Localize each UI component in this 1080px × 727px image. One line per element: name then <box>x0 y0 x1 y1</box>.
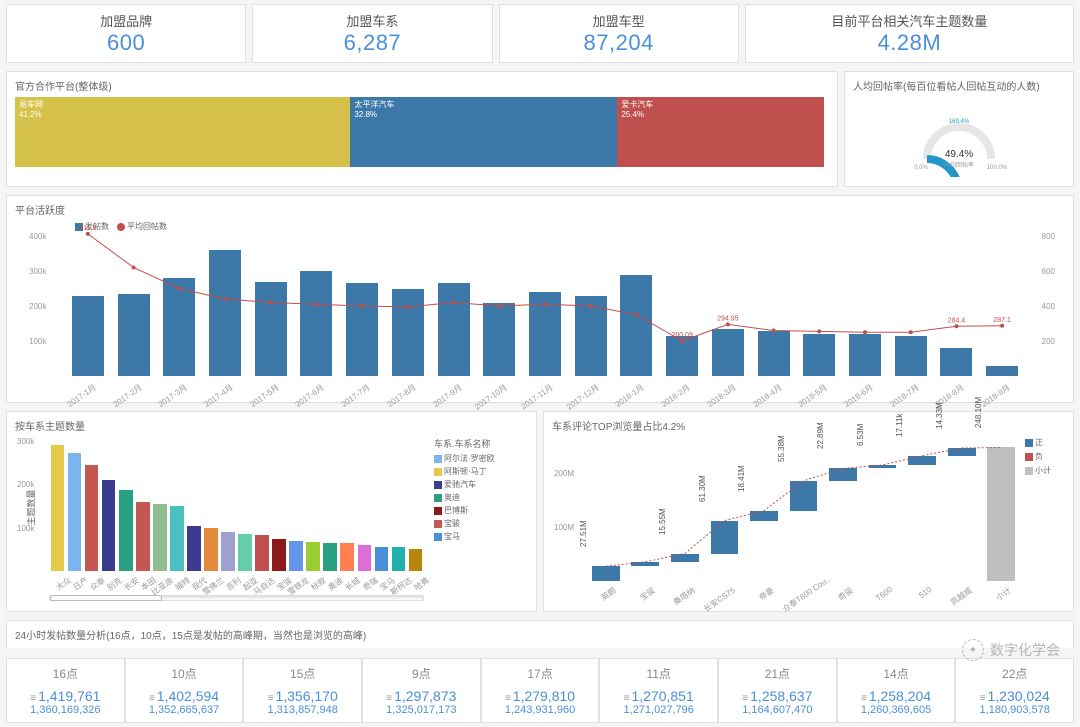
legend-item[interactable]: 奥迪 <box>434 492 528 503</box>
kpi-value: 87,204 <box>508 30 730 56</box>
legend-item[interactable]: 正 <box>1025 437 1065 448</box>
partners-stacked-bar[interactable]: 易车网41.2%太平洋汽车32.8%爱卡汽车25.4% <box>15 97 829 167</box>
list-icon: ≡ <box>386 693 392 704</box>
list-icon: ≡ <box>30 693 36 704</box>
byseries-legend: 车系.车系名称 阿尔法·罗密欧阿斯顿·马丁爱驰汽车奥迪巴博斯宝骏宝马 <box>428 437 528 601</box>
svg-text:49.4%: 49.4% <box>945 149 973 160</box>
svg-text:169.4%: 169.4% <box>949 119 970 125</box>
kpi-topics: 目前平台相关汽车主题数量 4.28M <box>745 4 1074 63</box>
legend-item[interactable]: 阿斯顿·马丁 <box>434 466 528 477</box>
legend-item[interactable]: 负 <box>1025 451 1065 462</box>
list-icon: ≡ <box>742 693 748 704</box>
activity-chart[interactable]: 100k200k300k400k2004006008002017-1月2017-… <box>65 236 1025 376</box>
panel-title: 人均回帖率(每百位看帖人回帖互动的人数) <box>853 78 1065 93</box>
svg-text:294.95: 294.95 <box>717 315 739 322</box>
scroll-thumb[interactable] <box>50 595 162 601</box>
partner-segment[interactable]: 易车网41.2% <box>15 97 350 167</box>
legend-item[interactable]: 爱驰汽车 <box>434 479 528 490</box>
list-icon: ≡ <box>268 693 274 704</box>
svg-text:200.09: 200.09 <box>671 332 693 339</box>
kpi-value: 600 <box>15 30 237 56</box>
list-icon: ≡ <box>861 693 867 704</box>
legend-item[interactable]: 宝骏 <box>434 518 528 529</box>
svg-text:人均回帖率: 人均回帖率 <box>944 161 974 169</box>
byseries-panel: 按车系主题数量 主题数量 100k200k300k大众日产众泰别克长安本田比亚迪… <box>6 411 537 612</box>
waterfall-chart[interactable]: 100M200M27.51M英朗宝骏15.55M桑塔纳61.30M长安CS751… <box>586 441 1021 581</box>
legend-item[interactable]: 巴博斯 <box>434 505 528 516</box>
panel-title: 平台活跃度 <box>15 202 1065 217</box>
kpi-label: 加盟品牌 <box>15 11 237 30</box>
y-axis-label: 主题数量 <box>25 489 38 525</box>
watermark: ✦ 数字化学会 <box>962 639 1060 661</box>
kpi-value: 4.28M <box>754 30 1065 56</box>
watermark-icon: ✦ <box>962 639 984 661</box>
list-icon: ≡ <box>624 693 630 704</box>
partner-segment[interactable]: 太平洋汽车32.8% <box>350 97 617 167</box>
legend-item[interactable]: 小计 <box>1025 465 1065 476</box>
kpi-row: 加盟品牌 600 加盟车系 6,287 加盟车型 87,204 目前平台相关汽车… <box>0 0 1080 67</box>
svg-text:287.1: 287.1 <box>993 317 1011 324</box>
list-icon: ≡ <box>149 693 155 704</box>
kpi-series: 加盟车系 6,287 <box>252 4 492 63</box>
panel-title: 官方合作平台(整体级) <box>15 78 829 93</box>
hourly-title: 24小时发帖数量分析(16点，10点，15点是发帖的高峰期，当然也是浏览的高峰) <box>6 620 1074 648</box>
svg-text:0.0%: 0.0% <box>914 165 928 171</box>
legend-item[interactable]: 宝马 <box>434 531 528 542</box>
legend-label: 平均回帖数 <box>127 222 167 231</box>
kpi-label: 加盟车型 <box>508 11 730 30</box>
svg-text:811.8: 811.8 <box>79 225 96 232</box>
watermark-text: 数字化学会 <box>990 640 1060 660</box>
kpi-brands: 加盟品牌 600 <box>6 4 246 63</box>
byseries-chart[interactable]: 100k200k300k大众日产众泰别克长安本田比亚迪福特现代雪佛兰吉利起亚马自… <box>49 441 424 571</box>
kpi-value: 6,287 <box>261 30 483 56</box>
list-icon: ≡ <box>505 693 511 704</box>
legend-item[interactable]: 阿尔法·罗密欧 <box>434 453 528 464</box>
waterfall-panel: 车系评论TOP浏览量占比4.2% 100M200M27.51M英朗宝骏15.55… <box>543 411 1074 612</box>
gauge-chart[interactable]: 49.4%人均回帖率 0.0% 100.0% 169.4% <box>854 97 1064 177</box>
partner-segment[interactable]: 爱卡汽车25.4% <box>617 97 824 167</box>
panel-title: 车系评论TOP浏览量占比4.2% <box>552 418 1065 433</box>
partners-panel: 官方合作平台(整体级) 易车网41.2%太平洋汽车32.8%爱卡汽车25.4% <box>6 71 838 187</box>
activity-panel: 平台活跃度 发帖数 平均回帖数 100k200k300k400k20040060… <box>6 195 1074 403</box>
activity-legend: 发帖数 平均回帖数 <box>75 221 1065 232</box>
kpi-models: 加盟车型 87,204 <box>499 4 739 63</box>
kpi-label: 加盟车系 <box>261 11 483 30</box>
legend-title: 车系.车系名称 <box>434 437 528 450</box>
kpi-label: 目前平台相关汽车主题数量 <box>754 11 1065 30</box>
list-icon: ≡ <box>980 693 986 704</box>
gauge-panel: 人均回帖率(每百位看帖人回帖互动的人数) 49.4%人均回帖率 0.0% 100.0… <box>844 71 1074 187</box>
svg-text:284.4: 284.4 <box>948 317 966 324</box>
scroll-slider[interactable] <box>49 595 424 601</box>
waterfall-legend: 正负小计 <box>1025 437 1065 605</box>
panel-title: 按车系主题数量 <box>15 418 528 433</box>
svg-text:100.0%: 100.0% <box>987 165 1008 171</box>
